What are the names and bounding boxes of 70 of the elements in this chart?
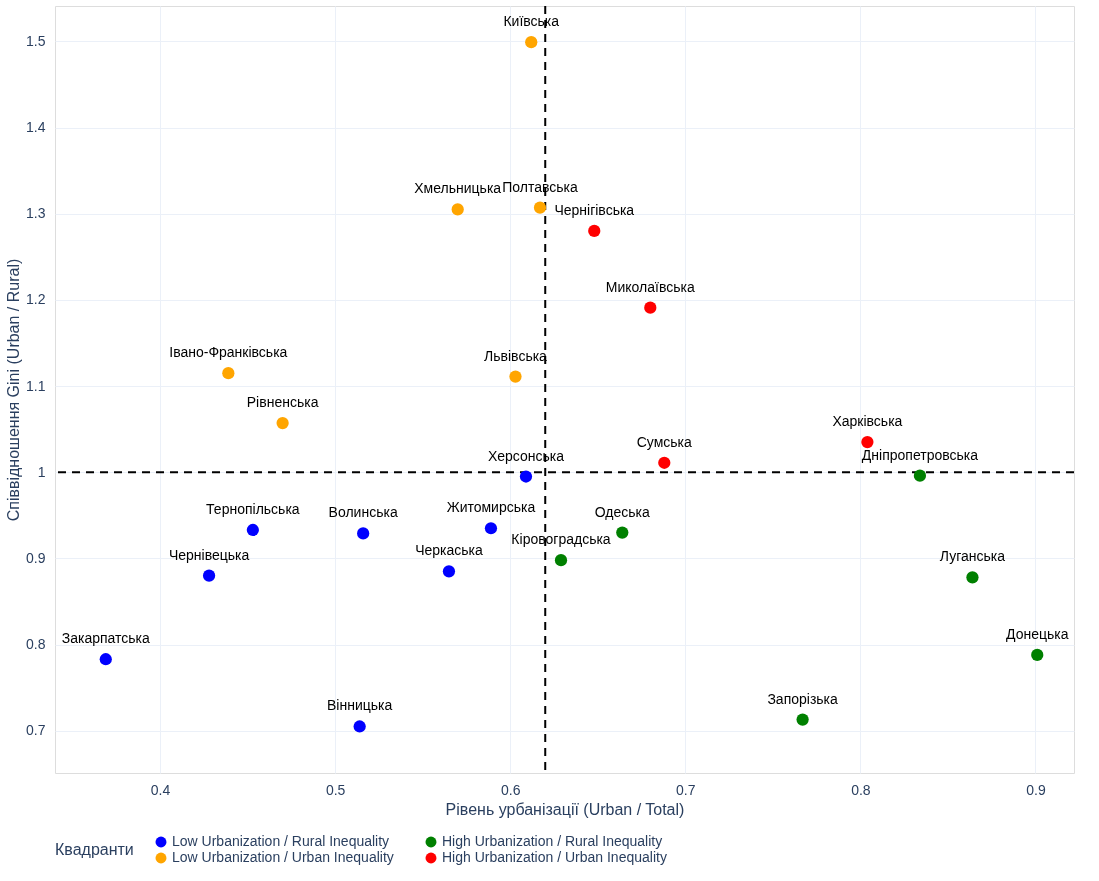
point xyxy=(796,713,809,726)
point xyxy=(357,527,370,540)
point xyxy=(658,456,671,469)
annotation: Волинська xyxy=(328,504,398,521)
point xyxy=(519,470,533,483)
point xyxy=(861,435,874,449)
point xyxy=(1031,648,1044,662)
point xyxy=(353,720,366,733)
annotation: Чернігівська xyxy=(554,201,635,218)
annotation: Харківська xyxy=(832,413,903,430)
annotation: Житомирська xyxy=(446,499,536,516)
y-tick-label: 1.5 xyxy=(26,32,46,49)
x-tick-label: 0.5 xyxy=(325,781,346,798)
annotation: Чернівецька xyxy=(168,546,250,563)
annotation: Донецька xyxy=(1005,625,1069,642)
point xyxy=(588,224,601,238)
point xyxy=(222,367,235,380)
point xyxy=(966,571,979,584)
point xyxy=(644,301,657,314)
point xyxy=(442,565,456,578)
annotation: Херсонська xyxy=(487,447,565,464)
point xyxy=(202,569,216,582)
point xyxy=(533,201,547,214)
y-tick-label: 1.4 xyxy=(26,119,46,136)
annotation: Рівненська xyxy=(246,394,319,411)
point xyxy=(616,526,629,539)
legend-label: Low Urbanization / Rural Inequality xyxy=(172,833,390,849)
annotation: Львівська xyxy=(484,347,548,364)
legend-label: Low Urbanization / Urban Inequality xyxy=(172,849,394,865)
annotation: Хмельницька xyxy=(414,180,502,197)
annotation: Закарпатська xyxy=(61,630,151,647)
x-tick-label: 0.8 xyxy=(851,781,871,798)
y-tick-label: 1.2 xyxy=(26,291,46,308)
legend-title: Квадранти xyxy=(55,841,134,858)
point xyxy=(484,522,498,535)
annotation: Івано-Франківська xyxy=(169,344,288,361)
y-tick-label: 1.3 xyxy=(26,205,46,222)
point xyxy=(525,36,538,49)
y-tick-label: 0.7 xyxy=(26,722,46,739)
point xyxy=(913,469,927,482)
y-tick-label: 0.9 xyxy=(26,549,46,566)
annotation: Черкаська xyxy=(415,542,483,559)
annotation: Луганська xyxy=(939,548,1006,565)
point xyxy=(451,203,464,216)
legend-label: High Urbanization / Urban Inequality xyxy=(442,849,667,865)
y-tick-label: 0.8 xyxy=(26,636,46,653)
point xyxy=(99,653,112,666)
annotation: Запорізька xyxy=(767,690,839,707)
point xyxy=(276,417,289,430)
point xyxy=(246,523,259,537)
annotation: Вінницька xyxy=(327,697,393,714)
x-tick-label: 0.7 xyxy=(676,781,696,798)
x-tick-label: 0.6 xyxy=(500,781,521,798)
x-axis-title: Рівень урбанізації (Urban / Total) xyxy=(445,800,685,818)
annotation: Полтавська xyxy=(502,178,578,195)
annotation: Миколаївська xyxy=(605,278,695,295)
annotation: Одеська xyxy=(594,503,651,520)
annotation: Сумська xyxy=(636,433,693,450)
annotation: Київська xyxy=(503,13,560,30)
x-tick-label: 0.9 xyxy=(1026,781,1046,798)
annotation: Кіровоградська xyxy=(511,531,611,548)
y-tick-label: 1.1 xyxy=(26,377,46,394)
annotation: Тернопільська xyxy=(206,500,300,517)
point xyxy=(509,370,522,383)
y-axis-title: Співвідношення Gini (Urban / Rural) xyxy=(5,258,23,522)
y-tick-label: 1 xyxy=(37,463,46,480)
annotation: Дніпропетровська xyxy=(861,446,979,463)
point xyxy=(554,554,568,567)
x-tick-label: 0.4 xyxy=(150,781,171,798)
legend-label: High Urbanization / Rural Inequality xyxy=(442,833,663,849)
